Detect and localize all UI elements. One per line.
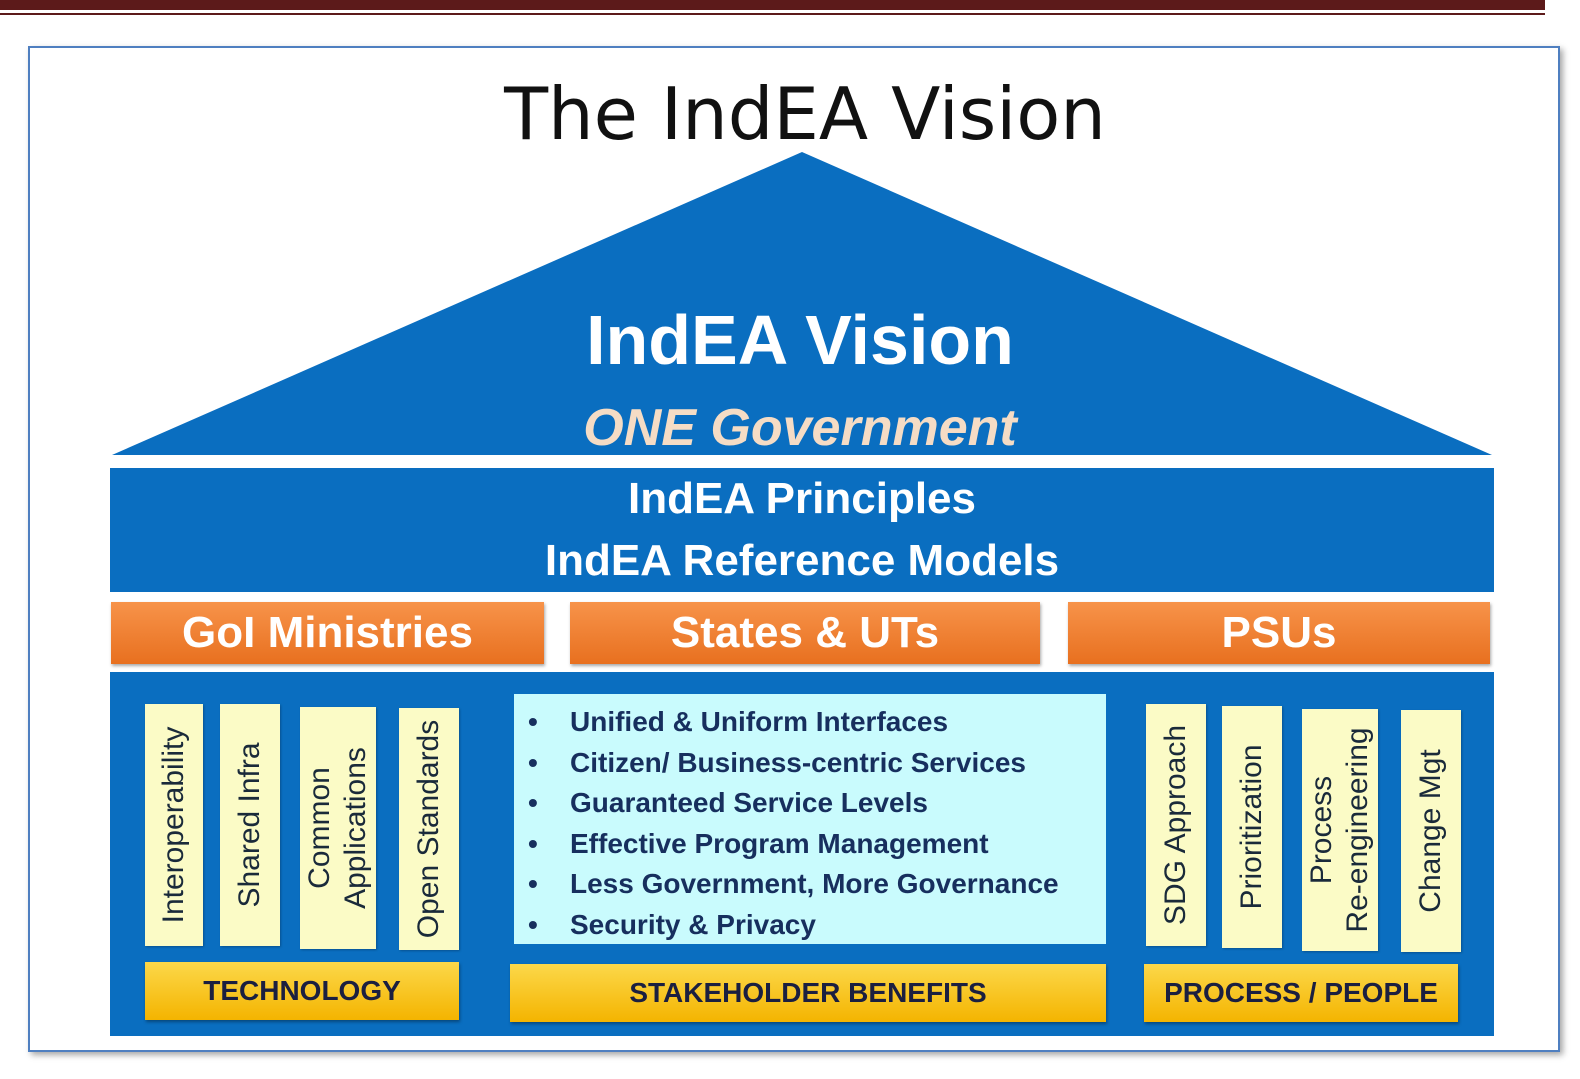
benefit-item: • Less Government, More Governance	[528, 868, 1059, 899]
pillar-label: Shared Infra	[233, 742, 266, 908]
label-technology: TECHNOLOGY	[145, 962, 459, 1020]
vision-heading: IndEA Vision	[586, 301, 1014, 379]
diagram-frame	[28, 46, 1560, 1052]
header-rule	[0, 0, 1545, 10]
label-stakeholder-benefits: STAKEHOLDER BENEFITS	[510, 964, 1106, 1022]
page-title: The IndEA Vision	[504, 72, 1106, 156]
pillar-process-reengineering: Process Re-engineering	[1302, 709, 1378, 951]
stakeholder-psus: PSUs	[1068, 602, 1490, 664]
pillar-label: Prioritization	[1235, 744, 1268, 910]
pillar-open-standards: Open Standards	[399, 708, 459, 950]
benefit-item: • Citizen/ Business-centric Services	[528, 746, 1026, 778]
pillar-label: Common Applications	[303, 747, 372, 909]
pillar-shared-infra: Shared Infra	[220, 704, 280, 946]
pillar-label: Open Standards	[412, 719, 445, 939]
pillar-label: SDG Approach	[1159, 724, 1192, 926]
reference-models-line: IndEA Reference Models	[544, 536, 1060, 585]
benefit-item: • Guaranteed Service Levels	[528, 787, 928, 818]
pillar-prioritization: Prioritization	[1222, 706, 1282, 948]
pillar-label: Interoperability	[157, 726, 190, 924]
principles-band: IndEA Principles IndEA Reference Models	[110, 464, 1494, 592]
pillar-change-mgt: Change Mgt	[1401, 710, 1461, 952]
header-rule-thin	[0, 13, 1545, 15]
pillar-common-applications: Common Applications	[300, 707, 376, 949]
pillar-interoperability: Interoperability	[145, 704, 203, 946]
label-process-people: PROCESS / PEOPLE	[1144, 964, 1458, 1022]
principles-line: IndEA Principles	[627, 474, 976, 523]
pillar-sdg-approach: SDG Approach	[1146, 704, 1206, 946]
benefits-list: • Unified & Uniform Interfaces • Citizen/ …	[514, 694, 1106, 945]
pillar-label: Process Re-engineering	[1305, 727, 1374, 933]
benefit-item: • Security & Privacy	[528, 908, 816, 940]
vision-subheading: ONE Government	[583, 399, 1017, 457]
pillar-label: Change Mgt	[1414, 749, 1447, 913]
benefits-box: • Unified & Uniform Interfaces • Citizen/ …	[514, 694, 1106, 944]
stakeholder-states-uts: States & UTs	[570, 602, 1040, 664]
benefit-item: • Unified & Uniform Interfaces	[528, 706, 949, 737]
stakeholder-goi-ministries: GoI Ministries	[111, 602, 544, 664]
benefit-item: • Effective Program Management	[528, 827, 989, 859]
